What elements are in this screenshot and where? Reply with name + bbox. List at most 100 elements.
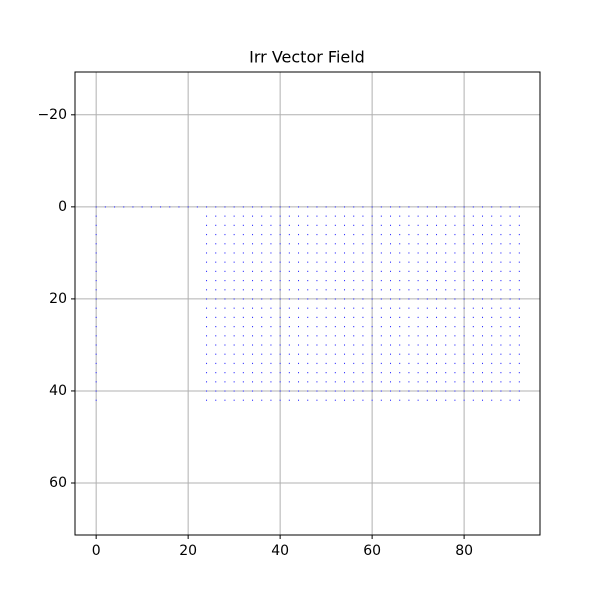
- arrow: [491, 381, 493, 383]
- arrow: [353, 289, 355, 291]
- arrow: [445, 252, 447, 254]
- arrow: [399, 335, 401, 337]
- arrow: [482, 307, 484, 309]
- arrow: [242, 233, 244, 236]
- arrow: [270, 243, 272, 245]
- arrow: [353, 381, 355, 383]
- arrow: [518, 353, 520, 355]
- arrow: [279, 233, 281, 236]
- arrow: [518, 215, 520, 217]
- arrow: [509, 243, 511, 245]
- arrow: [215, 362, 217, 365]
- arrow: [261, 224, 263, 226]
- arrow: [509, 298, 511, 300]
- arrow: [454, 381, 456, 383]
- arrow: [298, 399, 300, 401]
- arrow: [482, 344, 484, 346]
- arrow: [288, 399, 290, 401]
- arrow: [445, 215, 447, 217]
- arrow: [224, 335, 226, 337]
- arrow: [344, 261, 346, 263]
- arrow: [215, 381, 217, 383]
- y-tick-label: 0: [58, 199, 67, 215]
- arrow: [417, 399, 419, 401]
- arrow: [472, 307, 474, 309]
- arrow: [463, 362, 465, 365]
- arrow: [334, 224, 336, 226]
- arrow: [426, 326, 428, 328]
- arrow: [380, 372, 382, 374]
- arrow: [123, 206, 125, 208]
- arrow: [454, 206, 456, 208]
- arrow: [316, 326, 318, 328]
- arrow: [242, 252, 244, 254]
- arrow: [353, 326, 355, 328]
- arrow: [472, 381, 474, 383]
- arrow: [463, 224, 465, 226]
- chart-title: Irr Vector Field: [249, 48, 365, 67]
- arrow: [206, 289, 208, 291]
- arrow: [325, 243, 327, 245]
- arrow: [454, 215, 456, 217]
- arrow: [242, 326, 244, 328]
- arrow: [252, 206, 254, 208]
- arrow: [279, 243, 281, 245]
- arrow: [206, 252, 208, 254]
- arrow: [353, 335, 355, 337]
- arrow: [270, 270, 272, 272]
- arrow: [288, 252, 290, 254]
- arrow: [261, 353, 263, 355]
- arrow: [399, 381, 401, 383]
- arrow: [288, 289, 290, 291]
- arrow: [445, 372, 447, 374]
- arrow: [270, 307, 272, 309]
- arrow: [279, 252, 281, 254]
- arrow: [279, 372, 281, 374]
- arrow: [307, 243, 309, 245]
- arrow: [390, 399, 392, 401]
- arrow: [417, 372, 419, 374]
- arrow: [215, 243, 217, 245]
- arrow: [408, 344, 410, 346]
- arrow: [417, 215, 419, 217]
- arrow: [491, 270, 493, 272]
- arrow: [344, 326, 346, 328]
- arrow: [371, 206, 373, 208]
- arrow: [436, 353, 438, 355]
- arrow: [454, 298, 456, 300]
- arrow: [445, 289, 447, 291]
- arrow: [95, 206, 97, 208]
- arrow: [261, 399, 263, 401]
- arrow: [482, 252, 484, 254]
- arrow: [95, 243, 97, 245]
- arrow: [472, 344, 474, 346]
- arrow: [408, 326, 410, 328]
- arrow: [233, 307, 235, 309]
- arrow: [445, 270, 447, 272]
- arrow: [252, 344, 254, 346]
- arrow: [482, 399, 484, 401]
- arrow: [224, 344, 226, 346]
- arrow: [436, 270, 438, 272]
- arrow: [436, 335, 438, 337]
- arrow: [344, 381, 346, 383]
- arrow: [325, 252, 327, 254]
- arrow: [472, 206, 474, 208]
- arrow: [206, 243, 208, 245]
- arrow: [233, 381, 235, 383]
- arrow: [509, 316, 511, 319]
- arrow: [252, 270, 254, 272]
- arrow: [233, 270, 235, 272]
- arrow: [454, 279, 456, 282]
- arrow: [279, 362, 281, 365]
- arrow: [426, 243, 428, 245]
- arrow: [390, 261, 392, 263]
- arrow: [399, 316, 401, 319]
- arrow: [399, 298, 401, 300]
- arrow: [344, 372, 346, 374]
- arrow: [380, 326, 382, 328]
- arrow: [353, 362, 355, 365]
- arrow: [325, 224, 327, 226]
- arrow: [206, 270, 208, 272]
- arrow: [288, 316, 290, 319]
